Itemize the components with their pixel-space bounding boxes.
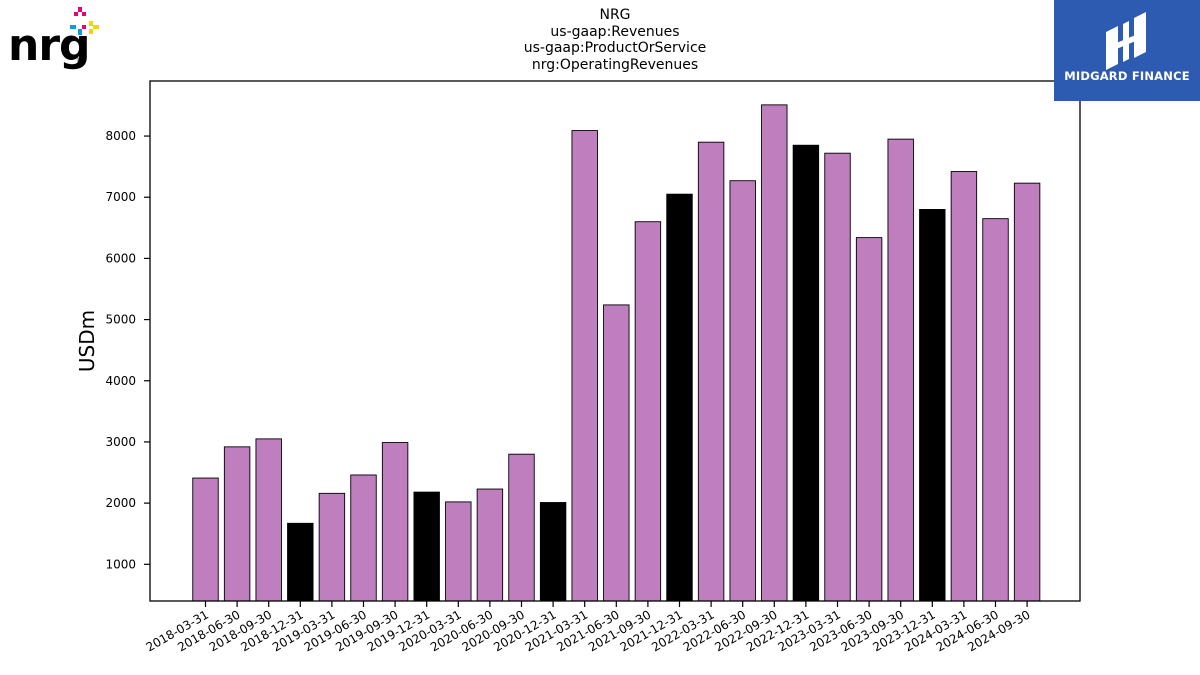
chart-title-line: us-gaap:ProductOrService bbox=[523, 40, 707, 56]
bar-2022-12-31 bbox=[792, 144, 820, 602]
bar-2021-09-30 bbox=[634, 221, 662, 602]
bar-2022-03-31 bbox=[697, 141, 725, 602]
bar-2023-03-31 bbox=[824, 152, 851, 602]
bar-2018-03-31 bbox=[192, 477, 219, 602]
bar-2021-06-30 bbox=[603, 304, 630, 602]
bar-2019-03-31 bbox=[318, 492, 346, 602]
y-tick-label: 2000 bbox=[105, 496, 136, 510]
chart-title-line: us-gaap:Revenues bbox=[550, 23, 680, 40]
bar-2020-06-30 bbox=[476, 488, 504, 602]
y-tick-label: 5000 bbox=[105, 313, 136, 327]
bar-2020-03-31 bbox=[445, 501, 472, 602]
bar-2023-06-30 bbox=[855, 237, 883, 602]
bar-2023-12-31 bbox=[919, 209, 946, 602]
bar-2024-03-31 bbox=[950, 171, 978, 602]
midgard-logo-text: MIDGARD FINANCE bbox=[1064, 69, 1190, 83]
midgard-logo-mark-icon bbox=[1106, 12, 1146, 70]
bars-layer bbox=[192, 104, 1041, 602]
nrg-logo-registered: ® bbox=[76, 57, 82, 64]
plot-frame bbox=[149, 80, 1081, 602]
x-axis: 2018-03-312018-06-302018-09-302018-12-31… bbox=[144, 601, 1033, 654]
y-tick-label: 7000 bbox=[105, 190, 136, 204]
bar-2019-12-31 bbox=[413, 491, 440, 602]
bar-2018-06-30 bbox=[223, 446, 251, 602]
bar-2019-09-30 bbox=[381, 442, 409, 602]
chart-title-line: NRG bbox=[599, 7, 631, 23]
bar-2018-12-31 bbox=[287, 522, 314, 602]
y-tick-label: 4000 bbox=[105, 374, 136, 388]
y-tick-label: 1000 bbox=[105, 557, 136, 571]
midgard-finance-logo: MIDGARD FINANCE bbox=[1054, 0, 1200, 101]
chart-title-line: nrg:OperatingRevenues bbox=[531, 56, 699, 73]
bar-2021-12-31 bbox=[666, 193, 693, 602]
y-tick-label: 8000 bbox=[105, 129, 136, 143]
bar-2024-06-30 bbox=[982, 218, 1009, 602]
y-tick-label: 3000 bbox=[105, 435, 136, 449]
bar-2023-09-30 bbox=[887, 138, 914, 602]
y-axis: 1000 2000 3000 4000 5000 6000 7000 8000 bbox=[105, 129, 150, 571]
bar-2024-09-30 bbox=[1013, 182, 1041, 602]
chart-title: NRG us-gaap:Revenues us-gaap:ProductOrSe… bbox=[415, 7, 815, 73]
nrg-logo-mark-icon bbox=[70, 7, 99, 35]
bar-2022-09-30 bbox=[761, 104, 788, 602]
y-axis-label: USDm bbox=[75, 310, 99, 372]
bar-2018-09-30 bbox=[255, 438, 282, 602]
bar-2021-03-31 bbox=[571, 130, 598, 602]
y-tick-label: 6000 bbox=[105, 251, 136, 265]
nrg-logo-text: nrg bbox=[8, 20, 91, 71]
bar-2020-09-30 bbox=[508, 453, 535, 602]
bar-2019-06-30 bbox=[350, 474, 377, 602]
nrg-logo: nrg ® bbox=[4, 4, 104, 72]
bar-2020-12-31 bbox=[539, 502, 567, 602]
bar-2022-06-30 bbox=[729, 180, 756, 602]
